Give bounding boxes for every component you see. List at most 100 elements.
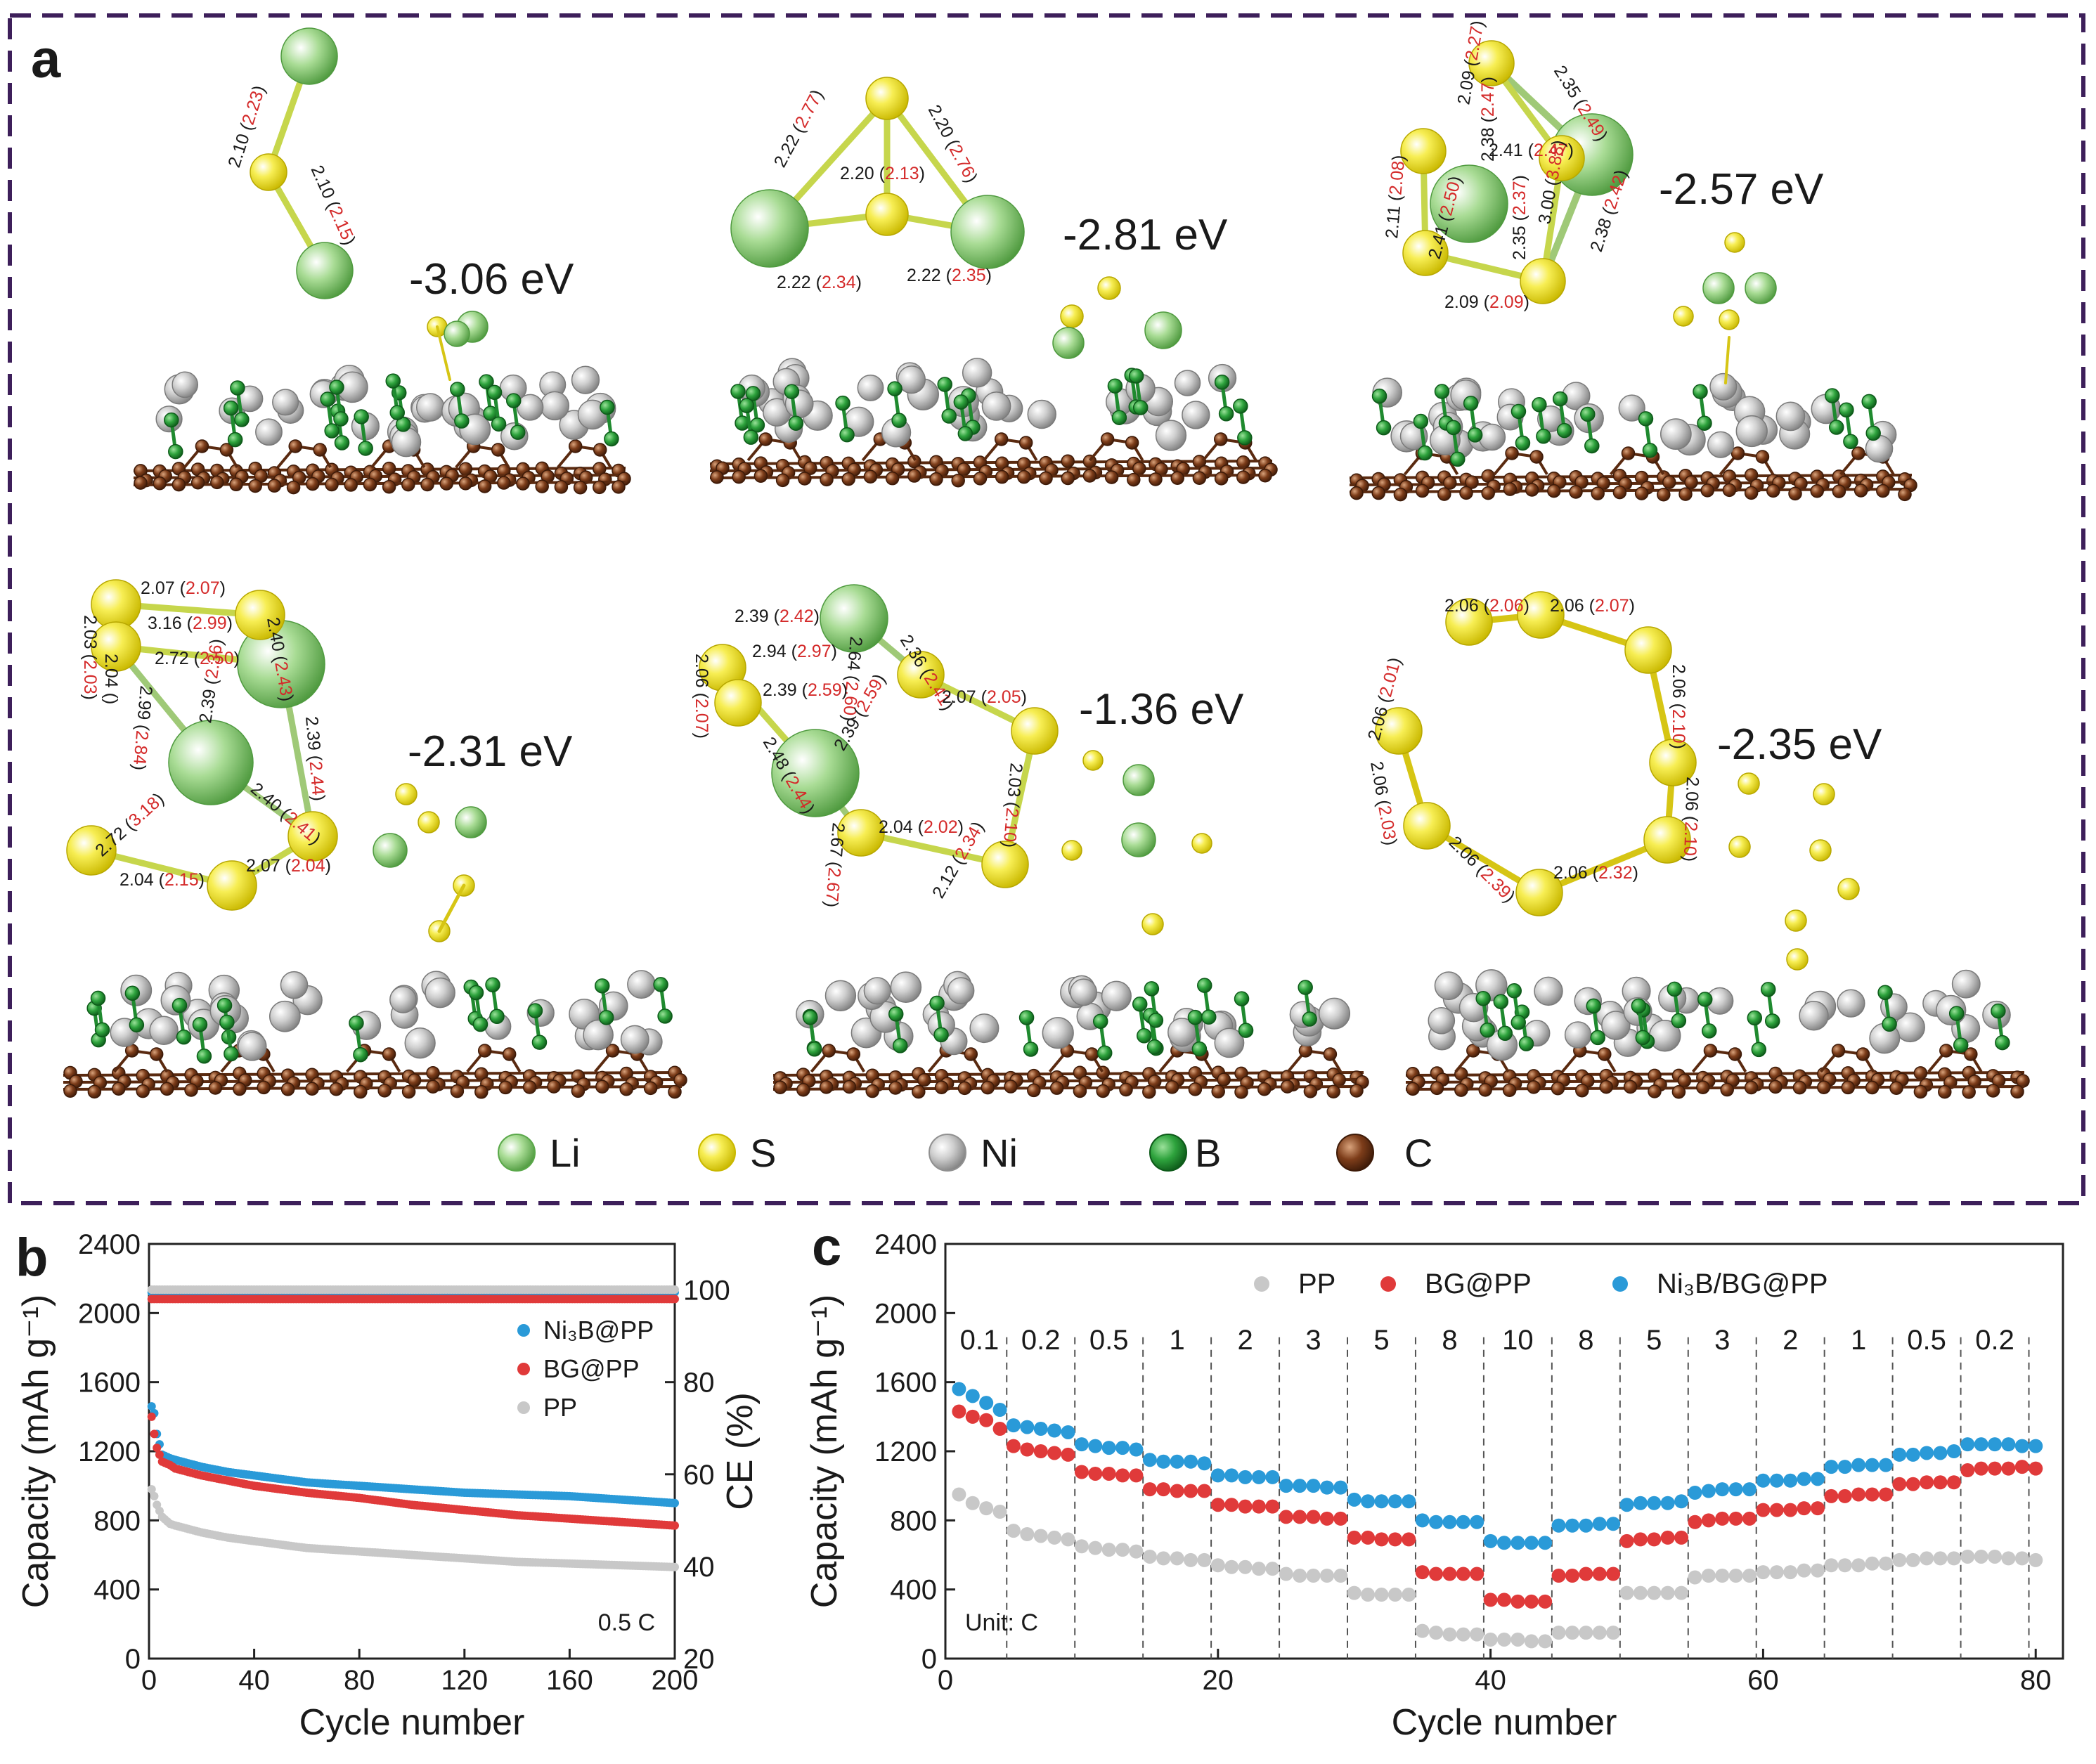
carbon-atom xyxy=(420,477,434,492)
boron-atom xyxy=(1187,1009,1203,1025)
carbon-atom xyxy=(491,443,505,457)
carbon-atom xyxy=(1142,1084,1156,1099)
y2-tick-label: 40 xyxy=(683,1552,715,1583)
data-point xyxy=(1170,1484,1184,1498)
data-point xyxy=(1387,1494,1402,1509)
lithium-atom xyxy=(444,320,470,347)
carbon-atom xyxy=(1027,1083,1041,1098)
ce-point xyxy=(671,1285,679,1294)
boron-atom xyxy=(1642,443,1658,458)
carbon-atom xyxy=(1591,486,1605,500)
boron-atom xyxy=(1128,368,1144,384)
data-point xyxy=(1851,1487,1866,1502)
data-point xyxy=(1837,1460,1852,1474)
sulfur-atom xyxy=(1375,707,1423,755)
x-tick-label: 200 xyxy=(652,1665,699,1696)
bond-label-10: 2.72 (3.18) xyxy=(91,789,168,861)
nickel-atom xyxy=(172,371,199,398)
data-point xyxy=(1265,1499,1280,1514)
catalyst-slab-3 xyxy=(1349,372,1917,502)
x-tick-label: 60 xyxy=(1747,1665,1779,1696)
boron-atom xyxy=(937,377,952,392)
carbon-atom xyxy=(1149,472,1163,486)
data-point xyxy=(1660,1585,1675,1600)
boron-atom xyxy=(933,1027,949,1043)
legend-label: BG@PP xyxy=(543,1354,640,1383)
boron-atom xyxy=(129,1017,145,1033)
carbon-atom xyxy=(775,473,790,488)
capacity-point xyxy=(153,1444,162,1453)
data-point xyxy=(1920,1475,1934,1490)
data-point xyxy=(1906,1477,1920,1491)
carbon-atom xyxy=(1326,1084,1340,1099)
carbon-atom xyxy=(134,476,148,490)
graphene-layer xyxy=(1405,1044,2030,1099)
data-point xyxy=(1101,1441,1116,1455)
sulfur-atom xyxy=(897,651,945,699)
nickel-atom xyxy=(149,1016,179,1045)
data-point xyxy=(1783,1473,1798,1488)
boron-atom xyxy=(1825,388,1840,403)
data-point xyxy=(1551,1569,1566,1583)
boron-atom xyxy=(1510,1015,1527,1030)
data-point xyxy=(1156,1454,1171,1469)
data-point xyxy=(1279,1567,1293,1581)
carbon-atom xyxy=(619,1082,633,1096)
boron-atom xyxy=(600,399,615,415)
boron-atom xyxy=(1948,1006,1965,1021)
capacity-point xyxy=(147,1402,156,1411)
data-point xyxy=(1402,1532,1416,1547)
data-point xyxy=(1715,1569,1730,1583)
data-point xyxy=(1293,1569,1307,1583)
y2-tick-label: 20 xyxy=(683,1644,715,1675)
catalyst-slab-1 xyxy=(133,364,631,495)
structure-1-zoom: 2.10 (2.23)2.10 (2.15) xyxy=(224,27,489,381)
carbon-atom xyxy=(160,1082,174,1096)
boron-atom xyxy=(1843,434,1858,449)
carbon-atom xyxy=(248,479,262,493)
carbon-atom xyxy=(1096,1065,1110,1079)
boron-atom xyxy=(657,1009,673,1024)
data-point xyxy=(1415,1565,1430,1580)
graphene-layer xyxy=(772,1044,1369,1099)
carbon-atom xyxy=(382,461,396,476)
boron-atom xyxy=(1413,413,1429,429)
data-point xyxy=(1061,1425,1075,1439)
carbon-atom xyxy=(863,469,878,484)
sulfur-atom xyxy=(981,841,1029,888)
boron-atom xyxy=(353,1046,368,1063)
carbon-atom xyxy=(407,1073,422,1087)
boron-atom xyxy=(172,997,188,1013)
nickel-atom xyxy=(1799,1001,1829,1031)
data-point xyxy=(1824,1489,1839,1503)
boron-atom xyxy=(1302,1011,1317,1027)
bond-label-4: 2.06 (2.10) xyxy=(1680,777,1702,862)
carbon-atom xyxy=(1437,487,1451,501)
carbon-atom xyxy=(1854,484,1868,498)
legend-marker xyxy=(1612,1276,1628,1292)
carbon-atom xyxy=(547,1079,561,1094)
carbon-atom xyxy=(1039,471,1053,486)
carbon-atom xyxy=(286,480,301,495)
carbon-atom xyxy=(344,478,358,492)
carbon-atom xyxy=(912,1084,926,1099)
data-point xyxy=(1402,1588,1416,1602)
data-point xyxy=(1429,1626,1444,1640)
data-point xyxy=(1797,1501,1811,1516)
y2-axis-title: CE (%) xyxy=(720,1392,761,1510)
capacity-point xyxy=(147,1485,156,1494)
carbon-atom xyxy=(885,471,900,486)
bond-label-6: 2.72 (2.50) xyxy=(155,649,240,668)
boron-atom xyxy=(349,1015,364,1031)
catalyst-slab-2 xyxy=(709,358,1278,488)
carbon-atom xyxy=(1964,1047,1978,1061)
data-point xyxy=(1783,1503,1798,1517)
data-point xyxy=(1483,1533,1498,1548)
bond-label-2: 2.06 (2.07) xyxy=(692,654,711,739)
carbon-atom xyxy=(957,1081,972,1096)
series-PP xyxy=(952,1487,2043,1649)
data-point xyxy=(2014,1460,2029,1474)
chart-c: 0 400 800 1200 1600 2000 2400 0 20 40 60 80 Cycle nu… xyxy=(804,1229,2064,1743)
energy-label-3: -2.57 eV xyxy=(1659,165,1824,214)
carbon-atom xyxy=(964,1047,978,1061)
